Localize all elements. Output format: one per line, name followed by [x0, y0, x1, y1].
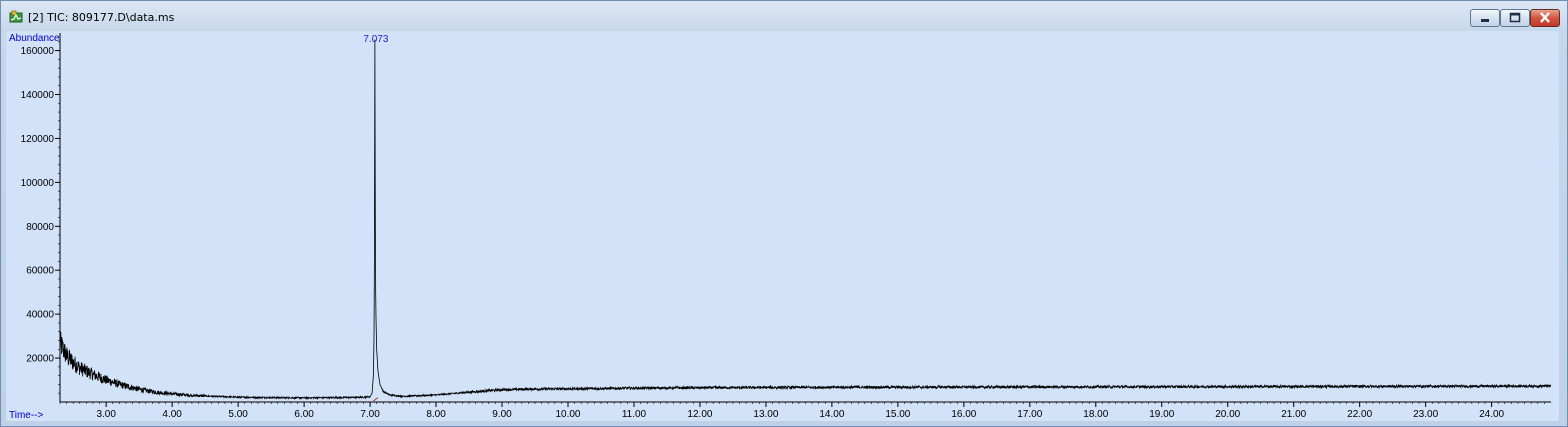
x-tick-label: 10.00	[555, 409, 580, 420]
plot-area	[6, 31, 1559, 421]
x-tick-label: 23.00	[1413, 409, 1438, 420]
y-axis-label: Abundance	[9, 33, 60, 44]
x-tick-label: 13.00	[753, 409, 778, 420]
x-tick-label: 11.00	[622, 409, 647, 420]
x-tick-label: 14.00	[819, 409, 844, 420]
x-tick-label: 17.00	[1017, 409, 1042, 420]
y-tick-label: 20000	[26, 354, 54, 365]
x-tick-label: 20.00	[1215, 409, 1240, 420]
window-title: [2] TIC: 809177.D\data.ms	[28, 11, 175, 24]
y-tick-label: 140000	[21, 90, 55, 101]
y-tick-label: 100000	[21, 178, 55, 189]
peak-label: 7.073	[363, 34, 388, 45]
close-button[interactable]	[1530, 9, 1560, 27]
title-bar[interactable]: [2] TIC: 809177.D\data.ms	[1, 1, 1567, 31]
chromatogram-chart: 3.00 4.00 5.00 6.00 7.00 8.00 9.00 10.00 11.00 12…	[6, 31, 1559, 421]
minimize-button[interactable]	[1470, 9, 1500, 27]
chromatogram-app-icon	[9, 10, 23, 23]
y-tick-label: 80000	[26, 222, 54, 233]
minimize-icon	[1481, 19, 1489, 22]
x-tick-label: 24.00	[1479, 409, 1504, 420]
peak-baseline-marker	[373, 397, 379, 402]
x-tick-label: 15.00	[885, 409, 910, 420]
x-tick-label: 9.00	[492, 409, 512, 420]
x-tick-label: 5.00	[228, 409, 248, 420]
trace-group	[59, 39, 1552, 401]
x-tick-label: 12.00	[687, 409, 712, 420]
y-tick-label: 160000	[21, 46, 55, 57]
x-tick-label: 19.00	[1149, 409, 1174, 420]
tic-trace-line	[59, 39, 1552, 401]
x-tick-label: 6.00	[294, 409, 314, 420]
maximize-icon	[1509, 12, 1521, 23]
peak-annotations: 7.073	[363, 34, 389, 402]
x-tick-label: 22.00	[1347, 409, 1372, 420]
x-tick-label: 8.00	[426, 409, 446, 420]
x-tick-label: 21.00	[1281, 409, 1306, 420]
maximize-button[interactable]	[1500, 9, 1530, 27]
x-axis-label: Time-->	[9, 410, 44, 421]
axis-ticks: 3.00 4.00 5.00 6.00 7.00 8.00 9.00 10.00 11.00 12…	[21, 41, 1545, 420]
x-tick-label: 7.00	[360, 409, 380, 420]
y-tick-label: 40000	[26, 310, 54, 321]
x-tick-label: 3.00	[96, 409, 116, 420]
x-tick-label: 4.00	[162, 409, 182, 420]
close-icon	[1540, 12, 1550, 23]
y-tick-label: 120000	[21, 134, 55, 145]
y-tick-label: 60000	[26, 266, 54, 277]
x-tick-label: 18.00	[1083, 409, 1108, 420]
x-tick-label: 16.00	[951, 409, 976, 420]
